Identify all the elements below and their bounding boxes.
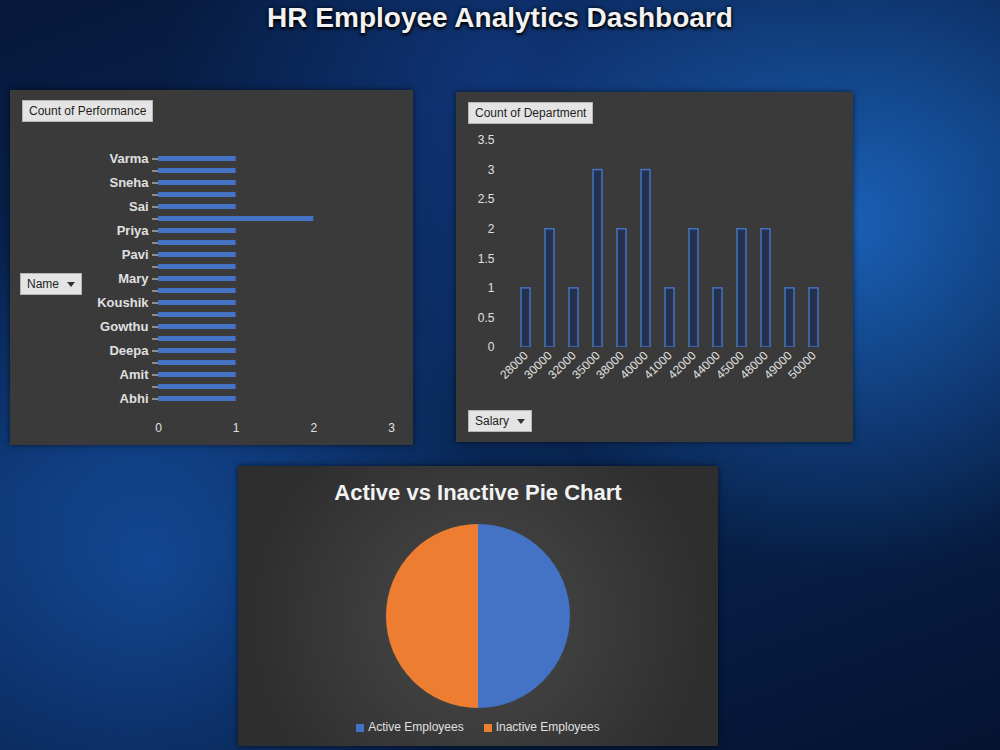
- svg-text:0: 0: [488, 340, 495, 354]
- svg-text:0: 0: [155, 421, 162, 435]
- html-text:Inactive Employees: Inactive Employees: [495, 720, 600, 734]
- html-text:Count of Department: Count of Department: [475, 106, 587, 120]
- svg-text:Deepa: Deepa: [109, 343, 149, 358]
- svg-text:Amit: Amit: [120, 367, 150, 382]
- svg-text:2.5: 2.5: [478, 192, 495, 206]
- svg-text:38000: 38000: [593, 348, 627, 382]
- svg-text:1: 1: [488, 281, 495, 295]
- html-text:Count of Performance: Count of Performance: [29, 104, 147, 118]
- html-text:Salary: Salary: [475, 414, 509, 428]
- svg-text:44000: 44000: [689, 348, 723, 382]
- svg-text:32000: 32000: [545, 348, 579, 382]
- svg-text:Koushik: Koushik: [97, 295, 149, 310]
- svg-text:Sneha: Sneha: [109, 175, 149, 190]
- svg-text:45000: 45000: [713, 348, 747, 382]
- svg-text:35000: 35000: [569, 348, 603, 382]
- svg-text:Priya: Priya: [117, 223, 150, 238]
- svg-text:50000: 50000: [785, 348, 819, 382]
- svg-text:2: 2: [310, 421, 317, 435]
- svg-text:3: 3: [388, 421, 395, 435]
- svg-text:3.5: 3.5: [478, 133, 495, 147]
- svg-text:Varma: Varma: [109, 151, 149, 166]
- svg-text:48000: 48000: [737, 348, 771, 382]
- svg-text:28000: 28000: [497, 348, 531, 382]
- svg-text:1: 1: [233, 421, 240, 435]
- svg-text:40000: 40000: [617, 348, 651, 382]
- svg-text:2: 2: [488, 222, 495, 236]
- svg-text:Gowthu: Gowthu: [100, 319, 148, 334]
- html-text:Active vs Inactive Pie Chart: Active vs Inactive Pie Chart: [334, 480, 622, 505]
- svg-text:49000: 49000: [761, 348, 795, 382]
- svg-text:0.5: 0.5: [478, 311, 495, 325]
- html-text:Name: Name: [27, 277, 59, 291]
- html-text:Active Employees: Active Employees: [368, 720, 464, 734]
- svg-text:42000: 42000: [665, 348, 699, 382]
- svg-text:Sai: Sai: [129, 199, 149, 214]
- svg-text:1.5: 1.5: [478, 252, 495, 266]
- svg-text:3: 3: [488, 163, 495, 177]
- svg-text:Mary: Mary: [118, 271, 149, 286]
- svg-text:Pavi: Pavi: [122, 247, 149, 262]
- svg-text:Abhi: Abhi: [120, 391, 149, 406]
- svg-text:30000: 30000: [521, 348, 555, 382]
- svg-text:41000: 41000: [641, 348, 675, 382]
- html-text:HR Employee Analytics Dashboar: HR Employee Analytics Dashboard: [267, 2, 733, 33]
